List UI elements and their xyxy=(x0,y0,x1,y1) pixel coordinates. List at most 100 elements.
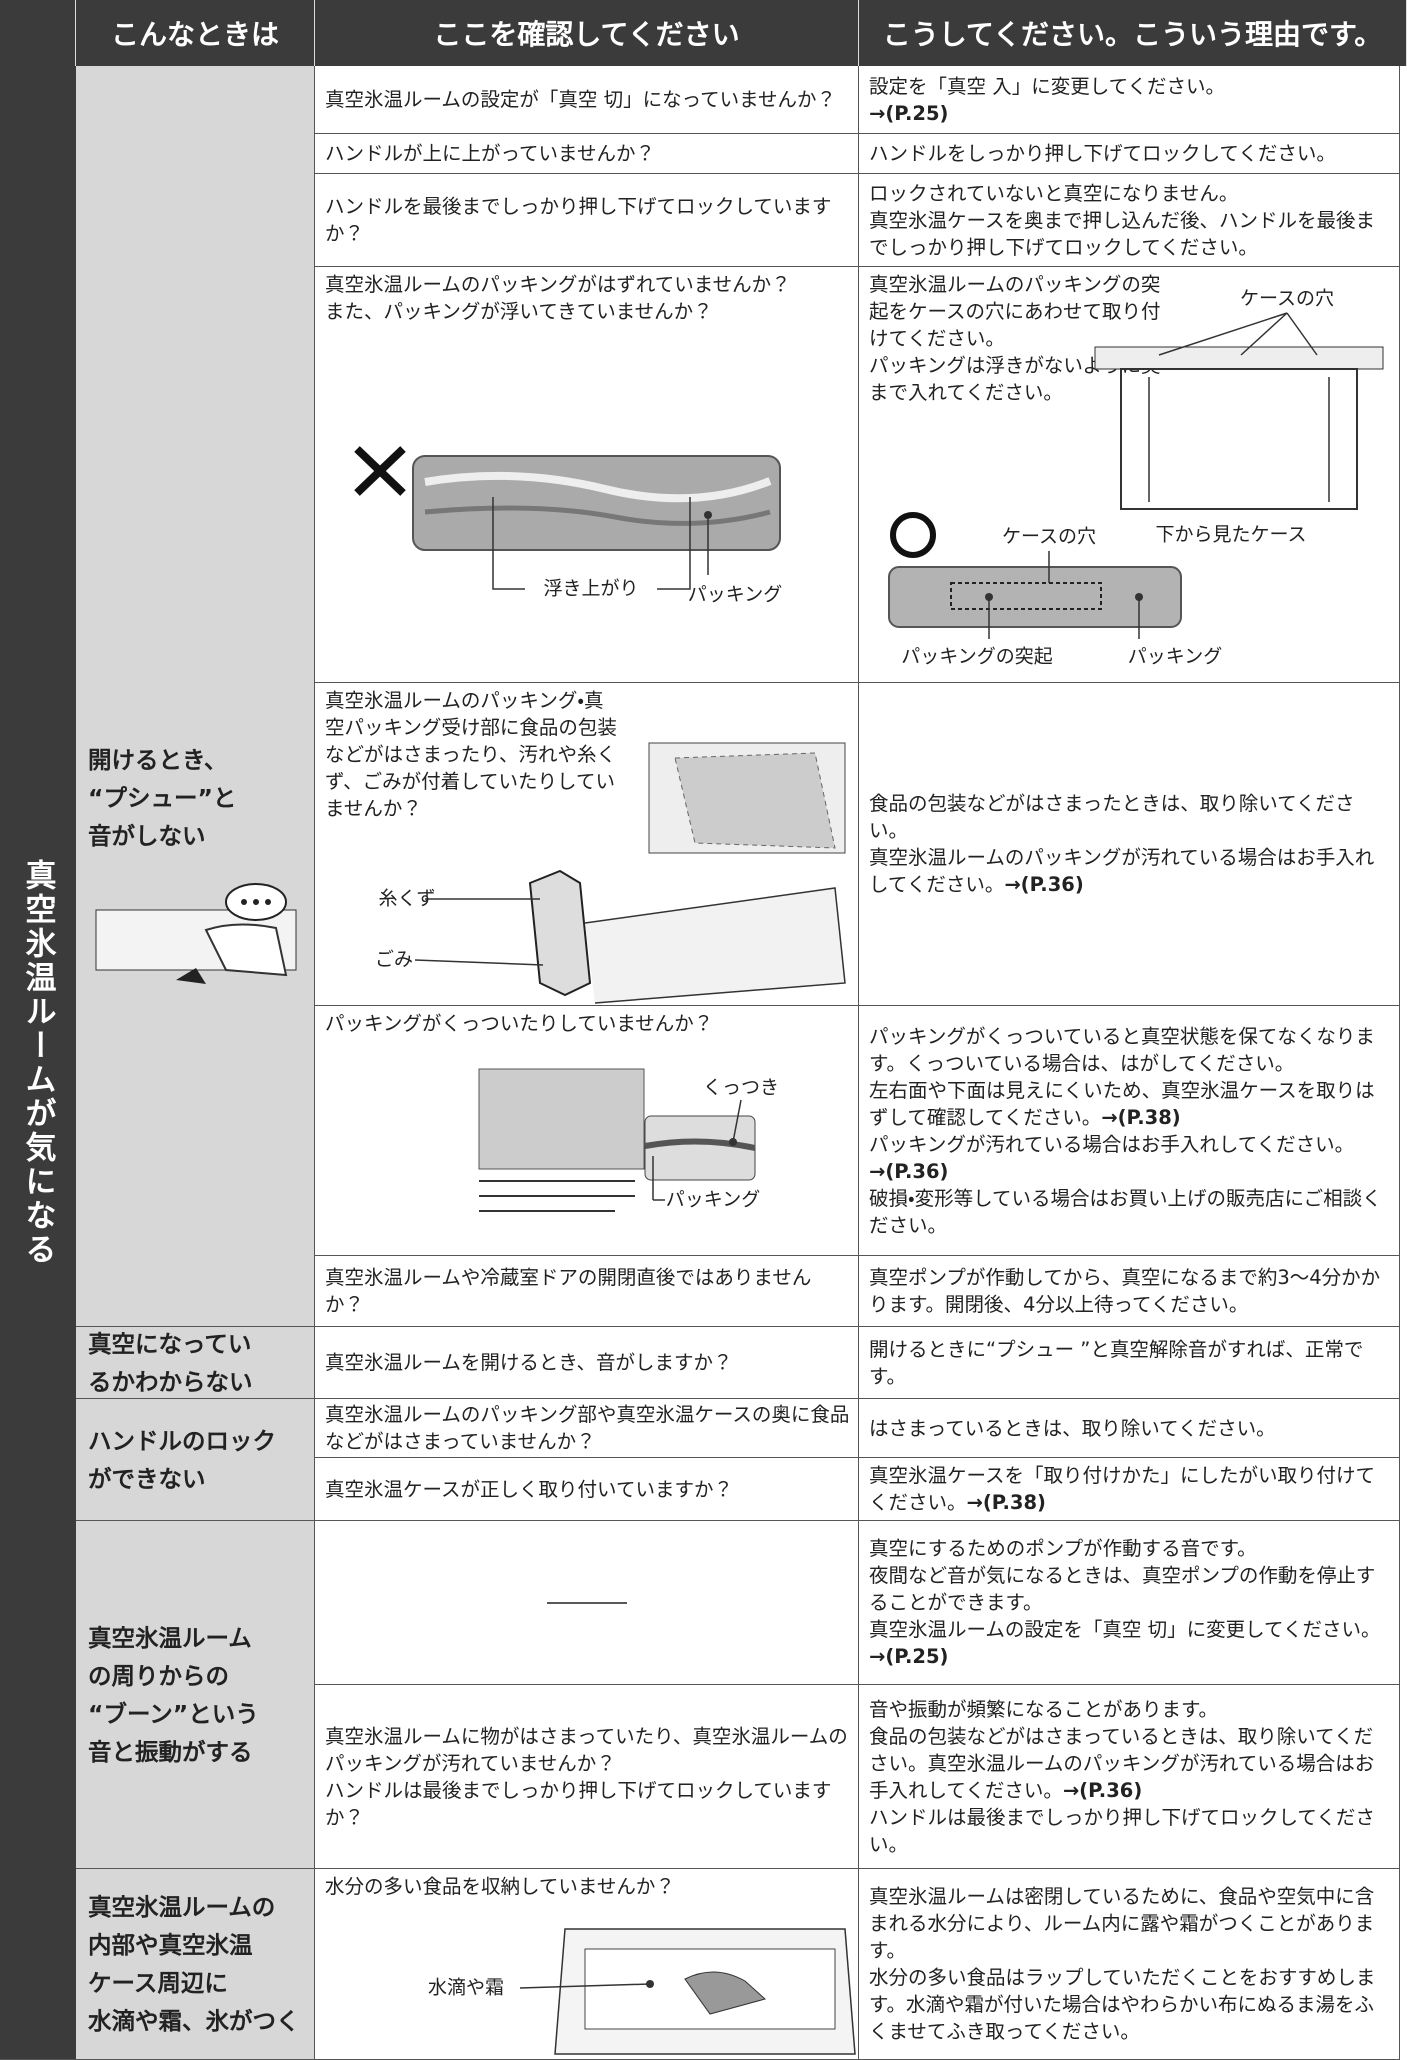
case-drawing xyxy=(1120,368,1358,510)
text: 真空氷温ルームのパッキングの突起をケースの穴にあわせて取り付けてください。 xyxy=(869,273,1161,350)
text-block: 真空氷温ルームのパッキングの突起をケースの穴にあわせて取り付けてください。 パッキ… xyxy=(869,271,1169,406)
text: 真空氷温ルームのパッキング部や真空氷温ケースの奥に食品などがはさまっていませんか… xyxy=(325,1403,850,1453)
paragraph: 真空氷温ケースを「取り付けかた」にしたがい取り付けてください。→(P.38) xyxy=(869,1462,1391,1516)
leader-line xyxy=(519,1983,651,1989)
check-cell: 真空氷温ルームに物がはさまっていたり、真空氷温ルームのパッキングが汚れていません… xyxy=(315,1685,859,1869)
text-block: ハンドルが上に上がっていませんか？ xyxy=(325,140,850,167)
cloth-drawing xyxy=(684,1971,767,2015)
paragraph: 真空氷温ルームの設定を「真空 切」に変更してください。 →(P.25) xyxy=(869,1616,1391,1670)
remedy-cell: パッキングがくっついていると真空状態を保てなくなります。くっついている場合は、は… xyxy=(859,1006,1400,1256)
remedy-cell: 真空氷温ルームは密閉しているために、食品や空気中に含まれる水分により、ルーム内に… xyxy=(859,1869,1400,2060)
symptom-icon xyxy=(95,883,297,984)
symptom-line: 水滴や霜、氷がつく xyxy=(88,2007,300,2035)
check-cell: 真空氷温ルームのパッキングがはずれていませんか？ また、パッキングが浮いてきていま… xyxy=(315,267,859,683)
packing-line xyxy=(424,505,771,526)
paragraph: 真空氷温ルームは密閉しているために、食品や空気中に含まれる水分により、ルーム内に… xyxy=(869,1883,1391,1964)
text-block: ロックされていないと真空になりません。 真空氷温ケースを奥まで押し込んだ後、ハンド… xyxy=(869,180,1391,261)
paragraph: 音や振動が頻繁になることがあります。 xyxy=(869,1696,1391,1723)
check-cell: 真空氷温ルームや冷蔵室ドアの開閉直後ではありませんか？ xyxy=(315,1256,859,1327)
figure-label: くっつき xyxy=(703,1077,779,1099)
paragraph: パッキングがくっついたりしていませんか？ xyxy=(325,1010,850,1037)
figure-label: ケースの穴 xyxy=(1002,526,1096,548)
paragraph: ハンドルが上に上がっていませんか？ xyxy=(325,140,850,167)
remedy-cell: 音や振動が頻繁になることがあります。食品の包装などがはさまっているときは、取り除… xyxy=(859,1685,1400,1869)
symptom-line: “プシュー”と xyxy=(88,784,237,812)
check-cell xyxy=(315,1521,859,1685)
paragraph: 設定を「真空 入」に変更してください。 xyxy=(869,73,1391,100)
text-block: 真空氷温ケースが正しく取り付いていますか？ xyxy=(325,1476,850,1503)
symptom-line: ケース周辺に xyxy=(88,1969,228,1997)
leader-line xyxy=(492,497,691,590)
text-block: 食品の包装などがはさまったときは、取り除いてください。 真空氷温ルームのパッキング… xyxy=(869,790,1391,898)
paragraph: ハンドルは最後までしっかり押し下げてロックしてください。 xyxy=(869,1804,1391,1858)
text-block: ハンドルを最後までしっかり押し下げてロックしていますか？ xyxy=(325,193,850,247)
text: 真空氷温ケースを奥まで押し込んだ後、ハンドルを最後までしっかり押し下げてロックし… xyxy=(869,208,1376,259)
paragraph: 真空氷温ルームのパッキング部や真空氷温ケースの奥に食品などがはさまっていませんか… xyxy=(325,1401,850,1455)
leader-line xyxy=(414,959,544,966)
figure: 水滴や霜 xyxy=(428,1928,856,2055)
figure-label: パッキング xyxy=(666,1189,760,1211)
text-block: 音や振動が頻繁になることがあります。食品の包装などがはさまっているときは、取り除… xyxy=(869,1696,1391,1858)
leader-dot xyxy=(1135,593,1143,601)
ok-mark xyxy=(890,512,936,558)
symptom-text: 開けるとき、 “プシュー”と 音がしない xyxy=(88,741,314,855)
text-block: 真空氷温ルームの設定が「真空 切」になっていませんか？ xyxy=(325,86,850,113)
packing-drawing xyxy=(528,869,592,997)
paragraph: 食品の包装などがはさまっているときは、取り除いてください。真空氷温ルームのパッキ… xyxy=(869,1723,1391,1804)
symptom-line: 真空氷温ルーム xyxy=(88,1623,252,1652)
arrow xyxy=(176,968,206,984)
text: 真空氷温ケースを「取り付けかた」にしたがい取り付けてください。 xyxy=(869,1464,1376,1514)
page-ref: →(P.25) xyxy=(869,1645,949,1668)
paragraph: 真空氷温ルームや冷蔵室ドアの開閉直後ではありませんか？ xyxy=(325,1264,850,1318)
packing-line xyxy=(424,471,772,503)
page-ref: →(P.38) xyxy=(966,1491,1046,1514)
text-block: 真空氷温ルームのパッキングがはずれていませんか？ また、パッキングが浮いてきていま… xyxy=(325,271,850,325)
paragraph: 真空ポンプが作動してから、真空になるまで約3～4分かかります。開閉後、4分以上待… xyxy=(869,1264,1391,1318)
text: ハンドルをしっかり押し下げてロックしてください。 xyxy=(869,142,1336,165)
text: 食品の包装などがはさまっているときは、取り除いてください。真空氷温ルームのパッキ… xyxy=(869,1724,1375,1802)
leader-dot xyxy=(704,511,712,519)
paragraph: 真空氷温ルームの設定が「真空 切」になっていませんか？ xyxy=(325,86,850,113)
header-cell: ここを確認してください xyxy=(315,0,859,66)
text: 水分の多い食品を収納していませんか？ xyxy=(325,1875,675,1898)
figure-label: 水滴や霜 xyxy=(428,1977,504,1999)
check-cell: パッキングがくっついたりしていませんか？ くっつきパッキング xyxy=(315,1006,859,1256)
text-block: パッキングがくっついたりしていませんか？ xyxy=(325,1010,850,1037)
text: 開けるときに“プシュー ”と真空解除音がすれば、正常です。 xyxy=(869,1337,1364,1388)
figure-label: 下から見たケース xyxy=(1155,524,1306,546)
symptom-line: 音と振動がする xyxy=(88,1737,253,1766)
leader-line xyxy=(732,1099,742,1143)
leader-line xyxy=(1240,312,1288,356)
paragraph: パッキングが汚れている場合はお手入れしてください。 →(P.36) xyxy=(869,1131,1391,1185)
remedy-cell: はさまっているときは、取り除いてください。 xyxy=(859,1399,1400,1458)
page-ref: →(P.38) xyxy=(1101,1105,1181,1129)
page-ref: →(P.36) xyxy=(869,1159,949,1183)
paragraph: ロックされていないと真空になりません。 xyxy=(869,180,1391,207)
highlight-box xyxy=(950,582,1102,610)
figure-label: 糸くず xyxy=(378,888,435,910)
header-cell: こうしてください。こういう理由です。 xyxy=(859,0,1407,66)
header-cell: こんなときは xyxy=(76,0,315,66)
remedy-cell: 真空にするためのポンプが作動する音です。 夜間など音が気になるときは、真空ポンプの… xyxy=(859,1521,1400,1685)
header-corner xyxy=(0,0,76,66)
remedy-cell: 開けるときに“プシュー ”と真空解除音がすれば、正常です。 xyxy=(859,1327,1400,1399)
check-cell: 真空氷温ルームのパッキング・真空パッキング受け部に食品の包装などがはさまったり、… xyxy=(315,683,859,1006)
side-label: 真空氷温ルームが気になる xyxy=(0,66,76,2060)
symptom-line: 内部や真空氷温 xyxy=(88,1931,253,1959)
text-block: 真空氷温ルームは密閉しているために、食品や空気中に含まれる水分により、ルーム内に… xyxy=(869,1883,1391,2045)
text: ハンドルは最後までしっかり押し下げてロックしてください。 xyxy=(869,1805,1375,1856)
symptom-line: 開けるとき、 xyxy=(88,746,228,774)
page-ref: →(P.25) xyxy=(869,101,949,125)
text-block: 設定を「真空 入」に変更してください。 →(P.25) xyxy=(869,73,1391,127)
paragraph: 左右面や下面は見えにくいため、真空氷温ケースを取りはずして確認してください。→(… xyxy=(869,1077,1391,1131)
packing-photo xyxy=(412,455,781,551)
text: 真空氷温ルームのパッキングがはずれていませんか？ xyxy=(325,273,791,296)
text: 音や振動が頻繁になることがあります。 xyxy=(869,1697,1219,1721)
figure-label: パッキング xyxy=(1128,646,1222,668)
packing-zoom xyxy=(644,1115,756,1181)
text: 水分の多い食品はラップしていただくことをおすすめします。水滴や霜が付いた場合はや… xyxy=(869,1966,1376,2043)
remedy-cell: ロックされていないと真空になりません。 真空氷温ケースを奥まで押し込んだ後、ハンド… xyxy=(859,174,1400,267)
text: はさまっているときは、取り除いてください。 xyxy=(869,1416,1276,1440)
